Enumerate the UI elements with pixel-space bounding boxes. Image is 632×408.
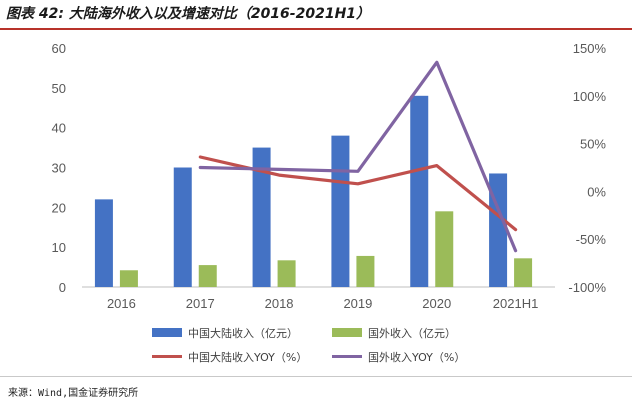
right-tick-label: -100% <box>568 280 606 295</box>
legend-label: 中国大陆收入YOY（%） <box>188 350 307 364</box>
legend-swatch <box>152 328 182 337</box>
overseas-revenue-bar <box>356 255 375 287</box>
category-label: 2021H1 <box>493 296 539 311</box>
domestic-revenue-bar <box>331 135 350 287</box>
overseas-revenue-bar <box>198 265 217 287</box>
legend-label: 国外收入YOY（%） <box>368 350 465 364</box>
figure-title: 图表 42: 大陆海外收入以及增速对比（2016-2021H1） <box>6 6 371 22</box>
left-tick-label: 10 <box>52 240 66 255</box>
category-label: 2019 <box>343 296 372 311</box>
bars <box>94 95 533 287</box>
left-tick-label: 0 <box>59 280 66 295</box>
right-tick-label: 150% <box>573 41 607 56</box>
overseas-revenue-bar <box>277 260 296 287</box>
legend: 中国大陆收入（亿元） 国外收入（亿元） 中国大陆收入YOY（%） 国外收入YOY（%） <box>152 326 465 364</box>
legend-label: 中国大陆收入（亿元） <box>188 326 298 340</box>
domestic-revenue-bar <box>410 95 429 287</box>
overseas-revenue-bar <box>435 211 454 287</box>
category-label: 2017 <box>186 296 215 311</box>
lines <box>198 60 518 253</box>
left-tick-label: 20 <box>52 200 66 215</box>
domestic-revenue-bar <box>173 167 192 287</box>
category-label: 2020 <box>422 296 451 311</box>
domestic-revenue-bar <box>94 199 113 287</box>
category-label: 2018 <box>265 296 294 311</box>
category-label: 2016 <box>107 296 136 311</box>
legend-swatch <box>332 328 362 337</box>
right-tick-label: 0% <box>587 184 606 199</box>
source-note: 来源：Wind,国金证券研究所 <box>8 388 139 399</box>
legend-label: 国外收入（亿元） <box>368 326 456 340</box>
right-tick-label: 50% <box>580 137 606 152</box>
bottom-rule <box>0 376 632 377</box>
domestic-revenue-bar <box>252 147 271 287</box>
chart: 0 10 20 30 40 50 60 -100% -50% 0% 50% 100% 150% 2016 2… <box>52 41 607 364</box>
left-tick-label: 30 <box>52 161 66 176</box>
left-tick-label: 60 <box>52 41 66 56</box>
left-tick-label: 40 <box>52 121 66 136</box>
overseas-revenue-bar <box>119 270 138 287</box>
right-tick-label: 100% <box>573 89 607 104</box>
overseas-revenue-bar <box>514 258 533 287</box>
left-tick-label: 50 <box>52 81 66 96</box>
right-tick-label: -50% <box>576 232 607 247</box>
title-rule <box>0 28 632 30</box>
overseas-yoy-line <box>198 60 518 253</box>
axes: 0 10 20 30 40 50 60 -100% -50% 0% 50% 100% 150% 2016 2… <box>52 41 607 311</box>
